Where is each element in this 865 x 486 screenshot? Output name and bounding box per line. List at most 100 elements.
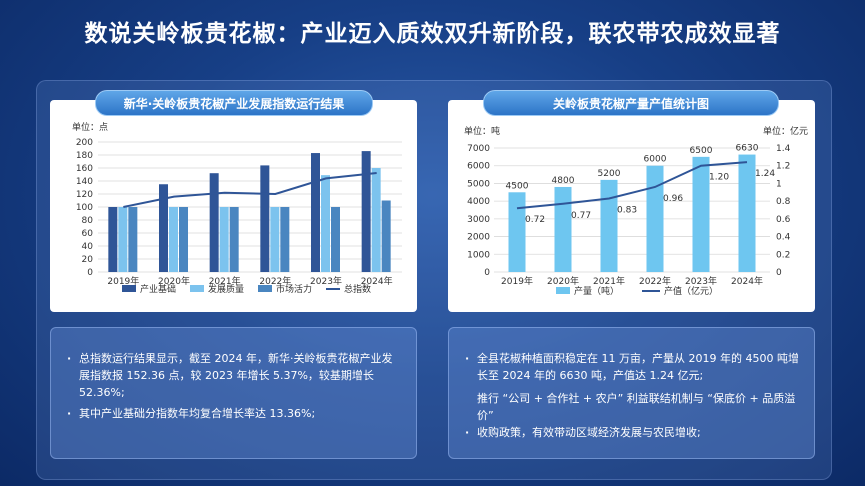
- bar-市场活力: [179, 207, 188, 272]
- line-data-label: 1.20: [709, 173, 729, 183]
- right-summary-item: 收购政策，有效带动区域经济发展与农民增收;: [465, 424, 800, 441]
- y-tick-label: 200: [76, 138, 93, 148]
- x-tick-label: 2021年: [209, 275, 241, 287]
- y-tick-label: 80: [82, 216, 94, 226]
- bar-产业基础: [108, 207, 118, 272]
- legend-swatch: [556, 287, 570, 294]
- legend-label: 产量（吨）: [574, 285, 619, 297]
- right-summary-item: 推行 “公司 + 合作社 + 农户” 利益联结机制与 “保底价 + 品质溢价”: [477, 392, 796, 422]
- x-tick-label: 2019年: [501, 275, 533, 287]
- y2-tick-label: 1.4: [776, 144, 791, 154]
- y-tick-label: 140: [76, 177, 93, 187]
- bar-data-label: 6630: [736, 144, 759, 154]
- y2-tick-label: 0.4: [776, 233, 791, 243]
- bar-data-label: 5200: [598, 169, 621, 179]
- line-data-label: 0.77: [571, 211, 591, 221]
- left-chart-card: 单位：点 0 20 40 60 80 100 120 140 160 180 200 2019年 2020…: [50, 100, 417, 312]
- x-tick-label: 2024年: [731, 275, 763, 287]
- y2-tick-label: 0.2: [776, 250, 790, 260]
- legend-swatch: [190, 285, 204, 292]
- y-tick-label: 4000: [467, 197, 490, 207]
- right-summary-item: 全县花椒种植面积稳定在 11 万亩，产量从 2019 年的 4500 吨增长至 …: [465, 350, 800, 384]
- left-summary-item: 总指数运行结果显示，截至 2024 年，新华·关岭板贵花椒产业发展指数报 152…: [67, 350, 402, 401]
- y-tick-label: 120: [76, 190, 93, 200]
- legend-label: 产值（亿元）: [664, 285, 718, 297]
- bar-市场活力: [381, 200, 391, 272]
- x-tick-label: 2022年: [259, 275, 291, 287]
- legend-swatch: [258, 285, 272, 292]
- y-tick-label: 180: [76, 151, 93, 161]
- right-panel-title: 关岭板贵花椒产量产值统计图: [483, 90, 779, 116]
- bar-output: [508, 192, 526, 272]
- legend-label: 发展质量: [208, 283, 244, 295]
- line-total-index: [123, 171, 377, 208]
- line-data-label: 0.96: [663, 194, 683, 204]
- x-tick-label: 2020年: [547, 275, 579, 287]
- bar-output: [554, 186, 572, 272]
- legend-label: 产业基础: [140, 283, 176, 295]
- bar-data-label: 4500: [506, 181, 529, 191]
- bar-output: [692, 156, 710, 272]
- bar-发展质量: [169, 207, 178, 272]
- right-unit-label: 单位：亿元: [763, 125, 808, 137]
- bar-市场活力: [229, 207, 239, 272]
- line-data-label: 0.83: [617, 205, 637, 215]
- bar-产业基础: [260, 165, 270, 272]
- right-summary-box: 全县花椒种植面积稳定在 11 万亩，产量从 2019 年的 4500 吨增长至 …: [448, 327, 815, 459]
- y-tick-label: 1000: [467, 250, 490, 260]
- y-tick-label: 2000: [467, 233, 490, 243]
- x-tick-label: 2023年: [310, 275, 342, 287]
- y2-tick-label: 0.8: [776, 197, 791, 207]
- bar-产业基础: [361, 151, 371, 272]
- bar-发展质量: [270, 207, 280, 272]
- bar-output: [738, 154, 756, 272]
- y-tick-label: 5000: [467, 179, 490, 189]
- y-tick-label: 100: [76, 203, 93, 213]
- line-data-label: 0.72: [525, 215, 545, 225]
- line-data-label: 1.24: [755, 169, 775, 179]
- bar-data-label: 6000: [644, 155, 667, 165]
- legend-swatch: [122, 285, 136, 292]
- bar-产业基础: [311, 153, 320, 272]
- left-summary-box: 总指数运行结果显示，截至 2024 年，新华·关岭板贵花椒产业发展指数报 152…: [50, 327, 417, 459]
- right-chart-card: 单位：吨 单位：亿元 0 1000 2000 3000 4000 5000 6000 7000 0 0…: [448, 100, 815, 312]
- y-tick-label: 60: [82, 229, 94, 239]
- left-panel-title: 新华·关岭板贵花椒产业发展指数运行结果: [95, 90, 373, 116]
- y-tick-label: 0: [484, 268, 490, 278]
- y-tick-label: 6000: [467, 162, 490, 172]
- bar-发展质量: [219, 207, 229, 272]
- bar-output: [646, 165, 664, 272]
- bar-市场活力: [331, 207, 340, 272]
- y-tick-label: 160: [76, 164, 93, 174]
- bar-产业基础: [159, 184, 168, 272]
- bar-发展质量: [321, 175, 330, 272]
- x-tick-label: 2019年: [107, 275, 139, 287]
- legend-label: 市场活力: [276, 283, 312, 295]
- bar-发展质量: [118, 207, 128, 272]
- left-unit-label: 单位：吨: [464, 125, 500, 137]
- bar-data-label: 6500: [690, 146, 713, 156]
- index-chart: 单位：点 0 20 40 60 80 100 120 140 160 180 200 2019年 2020…: [72, 121, 402, 295]
- bar-data-label: 4800: [552, 176, 575, 186]
- bar-市场活力: [128, 207, 138, 272]
- y2-tick-label: 1: [776, 179, 782, 189]
- bar-发展质量: [371, 168, 381, 272]
- y-tick-label: 7000: [467, 144, 490, 154]
- bar-产业基础: [209, 173, 219, 272]
- y-tick-label: 20: [82, 255, 94, 265]
- line-output-value: [516, 161, 748, 210]
- page-title: 数说关岭板贵花椒：产业迈入质效双升新阶段，联农带农成效显著: [84, 21, 781, 47]
- x-tick-label: 2022年: [639, 275, 671, 287]
- x-tick-label: 2024年: [361, 275, 393, 287]
- y-tick-label: 40: [82, 242, 94, 252]
- y2-tick-label: 1.2: [776, 162, 790, 172]
- legend-label: 总指数: [344, 283, 371, 295]
- y2-tick-label: 0.6: [776, 215, 791, 225]
- bar-output: [600, 179, 618, 272]
- y2-tick-label: 0: [776, 268, 782, 278]
- x-tick-label: 2020年: [158, 275, 190, 287]
- x-tick-label: 2021年: [593, 275, 625, 287]
- y-tick-label: 3000: [467, 215, 490, 225]
- bar-市场活力: [280, 207, 290, 272]
- left-summary-item: 其中产业基础分指数年均复合增长率达 13.36%;: [67, 405, 402, 422]
